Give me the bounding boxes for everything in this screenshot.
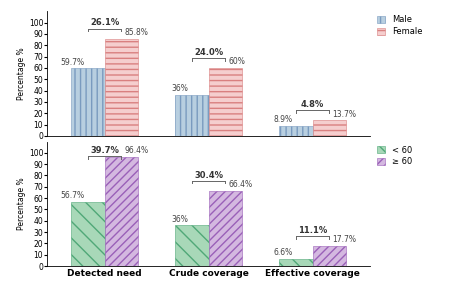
Text: 66.4%: 66.4% xyxy=(228,180,253,189)
Bar xyxy=(175,95,209,136)
Text: 36%: 36% xyxy=(172,215,189,224)
Bar xyxy=(279,259,312,266)
Text: 6.6%: 6.6% xyxy=(273,248,292,257)
Bar xyxy=(71,68,105,136)
Bar xyxy=(105,157,138,266)
Text: 39.7%: 39.7% xyxy=(90,146,119,155)
Bar xyxy=(312,246,346,266)
Text: 13.7%: 13.7% xyxy=(332,110,356,119)
Text: 56.7%: 56.7% xyxy=(61,191,85,200)
Y-axis label: Percentage %: Percentage % xyxy=(17,177,26,230)
Text: 8.9%: 8.9% xyxy=(273,115,292,124)
Bar xyxy=(175,225,209,266)
Bar xyxy=(209,68,242,136)
Legend: Male, Female: Male, Female xyxy=(377,16,423,36)
Legend: < 60, ≥ 60: < 60, ≥ 60 xyxy=(377,146,412,166)
Text: 11.1%: 11.1% xyxy=(298,226,327,235)
Text: 59.7%: 59.7% xyxy=(61,57,85,67)
Bar xyxy=(209,191,242,266)
Bar xyxy=(312,120,346,136)
Bar xyxy=(71,202,105,266)
Y-axis label: Percentage %: Percentage % xyxy=(17,47,26,100)
Text: 85.8%: 85.8% xyxy=(125,28,148,37)
Bar xyxy=(105,39,138,136)
Text: 30.4%: 30.4% xyxy=(194,171,223,179)
Text: 4.8%: 4.8% xyxy=(301,100,324,109)
Text: 24.0%: 24.0% xyxy=(194,48,223,57)
Text: 60%: 60% xyxy=(228,57,246,66)
Text: 36%: 36% xyxy=(172,84,189,93)
Bar xyxy=(279,126,312,136)
Text: 26.1%: 26.1% xyxy=(90,18,119,27)
Text: 17.7%: 17.7% xyxy=(332,235,356,244)
Text: 96.4%: 96.4% xyxy=(125,146,149,155)
